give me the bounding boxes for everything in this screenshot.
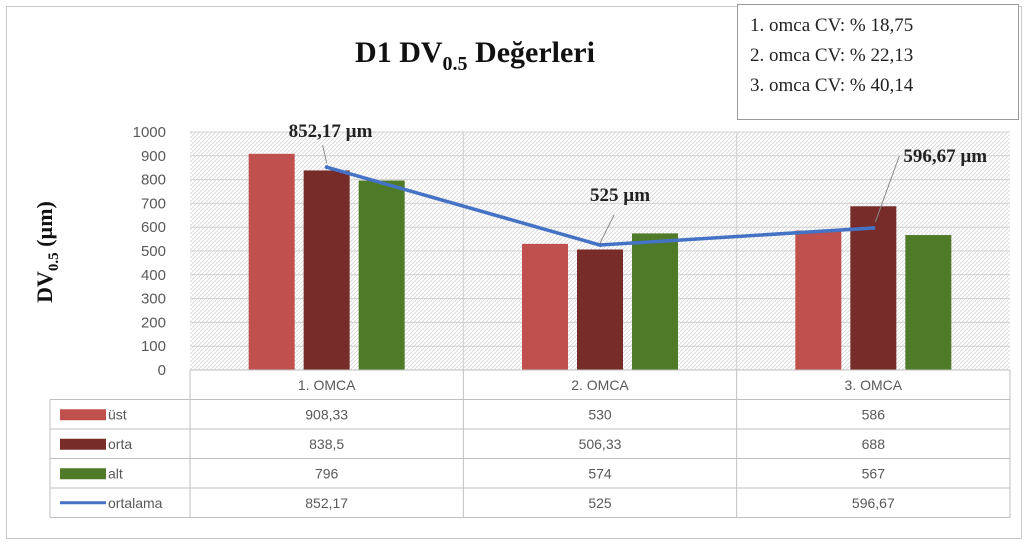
category-label: 3. OMCA bbox=[845, 377, 903, 393]
y-axis-label: DV0.5 (µm) bbox=[32, 201, 62, 303]
annotation-leader bbox=[599, 214, 615, 244]
table-cell: 530 bbox=[588, 406, 612, 422]
table-cell: 506,33 bbox=[579, 436, 622, 452]
average-point bbox=[598, 243, 602, 248]
table-cell: 586 bbox=[862, 406, 886, 422]
legend-label: alt bbox=[108, 465, 123, 481]
bar-üst bbox=[522, 243, 568, 370]
table-cell: 908,33 bbox=[305, 406, 348, 422]
annotation-leader bbox=[874, 155, 900, 223]
bar-alt bbox=[905, 235, 952, 370]
cv-info-box: 1. omca CV: % 18,75 2. omca CV: % 22,13 … bbox=[737, 4, 1019, 120]
y-tick-label: 500 bbox=[141, 243, 166, 260]
bar-alt bbox=[358, 180, 405, 370]
table-cell: 796 bbox=[315, 465, 339, 481]
cv-line-3: 3. omca CV: % 40,14 bbox=[750, 75, 914, 96]
y-tick-label: 900 bbox=[141, 148, 166, 165]
bar-orta bbox=[303, 170, 350, 370]
bar-üst bbox=[795, 230, 842, 370]
legend-label: ortalama bbox=[108, 495, 163, 511]
bar-orta bbox=[577, 249, 623, 370]
cv-line-2: 2. omca CV: % 22,13 bbox=[750, 45, 914, 66]
table-cell: 838,5 bbox=[309, 436, 344, 452]
average-annotation: 596,67 µm bbox=[903, 146, 987, 167]
y-tick-label: 200 bbox=[141, 314, 166, 331]
y-tick-label: 800 bbox=[141, 172, 166, 189]
category-label: 1. OMCA bbox=[298, 377, 356, 393]
average-point bbox=[871, 225, 876, 230]
table-cell: 525 bbox=[588, 495, 612, 511]
cv-line-1: 1. omca CV: % 18,75 bbox=[750, 15, 914, 36]
legend-swatch-alt bbox=[60, 468, 106, 480]
average-point bbox=[324, 165, 329, 170]
average-annotation: 852,17 µm bbox=[289, 121, 373, 142]
bar-orta bbox=[850, 206, 897, 370]
annotation-leader bbox=[322, 145, 328, 164]
category-label: 2. OMCA bbox=[571, 377, 629, 393]
legend-label: üst bbox=[108, 406, 127, 422]
table-cell: 852,17 bbox=[305, 495, 348, 511]
legend-swatch-orta bbox=[60, 438, 106, 450]
bar-alt bbox=[632, 233, 678, 370]
y-tick-label: 100 bbox=[141, 338, 166, 355]
y-tick-label: 0 bbox=[158, 362, 166, 379]
y-tick-label: 600 bbox=[141, 219, 166, 236]
table-cell: 688 bbox=[862, 436, 886, 452]
legend-swatch-üst bbox=[60, 409, 106, 421]
chart-title: D1 DV0.5 Değerleri bbox=[355, 36, 595, 75]
y-tick-label: 1000 bbox=[133, 124, 166, 141]
y-tick-label: 700 bbox=[141, 195, 166, 212]
table-cell: 574 bbox=[588, 465, 612, 481]
bar-üst bbox=[248, 153, 295, 370]
y-tick-label: 400 bbox=[141, 267, 166, 284]
y-tick-label: 300 bbox=[141, 291, 166, 308]
table-cell: 596,67 bbox=[852, 495, 895, 511]
average-annotation: 525 µm bbox=[590, 185, 650, 206]
legend-label: orta bbox=[108, 436, 132, 452]
table-cell: 567 bbox=[862, 465, 886, 481]
